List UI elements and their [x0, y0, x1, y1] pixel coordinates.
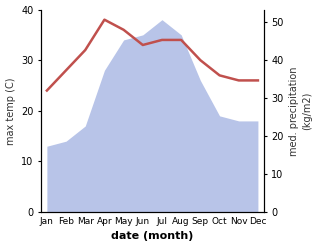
X-axis label: date (month): date (month): [111, 231, 194, 242]
Y-axis label: med. precipitation
(kg/m2): med. precipitation (kg/m2): [289, 66, 313, 156]
Y-axis label: max temp (C): max temp (C): [5, 77, 16, 144]
